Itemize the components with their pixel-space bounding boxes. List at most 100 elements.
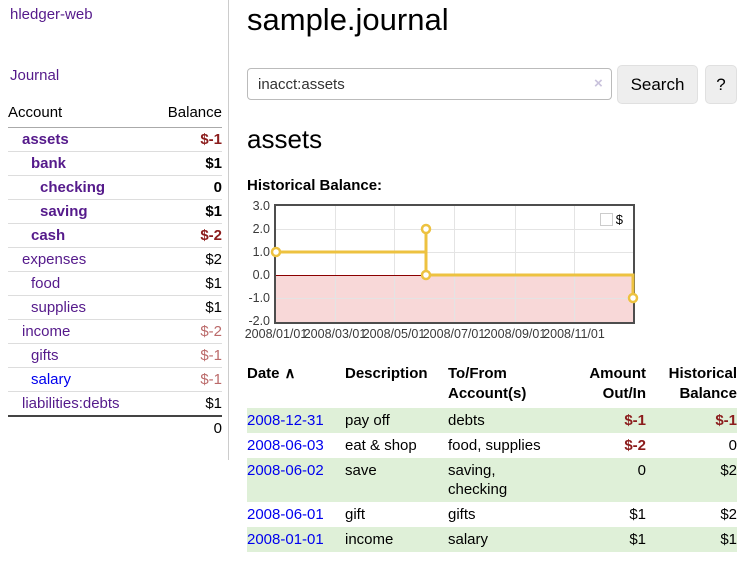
- transaction-description: income: [345, 527, 448, 552]
- account-row-supplies: supplies $1: [8, 295, 222, 320]
- search-button[interactable]: Search: [617, 65, 698, 104]
- transaction-balance: $2: [646, 458, 737, 502]
- account-balance: $1: [152, 199, 222, 224]
- accounts-table: Account Balance assets $-1 bank $1 check…: [8, 101, 222, 440]
- transaction-description: eat & shop: [345, 437, 417, 454]
- transaction-description: save: [345, 458, 448, 502]
- account-balance: $-1: [152, 343, 222, 368]
- help-button[interactable]: ?: [705, 65, 737, 104]
- account-link-gifts[interactable]: gifts: [31, 347, 59, 364]
- transaction-description: gift: [345, 506, 366, 523]
- account-row-bank: bank $1: [8, 151, 222, 176]
- account-link-food[interactable]: food: [31, 275, 61, 292]
- account-row-checking: checking 0: [8, 175, 222, 200]
- legend-label: $: [615, 212, 623, 227]
- transaction-description: pay off: [345, 408, 448, 433]
- register-row: 2008-01-01 income salary $1 $1: [247, 527, 737, 552]
- transaction-amount: $1: [629, 506, 646, 523]
- transaction-accounts: debts: [448, 408, 566, 433]
- transaction-accounts: food, supplies: [448, 437, 541, 454]
- account-row-liabilities-debts: liabilities:debts $1: [8, 391, 222, 416]
- transaction-date-link[interactable]: 2008-06-02: [247, 462, 324, 479]
- account-heading: assets: [247, 124, 323, 154]
- transaction-amount: $1: [566, 527, 646, 552]
- transaction-date-link[interactable]: 2008-06-03: [247, 437, 324, 454]
- x-tick-label: 2008/07/01: [422, 327, 486, 341]
- legend-swatch-icon: [599, 213, 613, 226]
- y-tick-label: -2.0: [248, 314, 270, 328]
- register-header-description: Description: [345, 365, 428, 382]
- account-balance: $1: [152, 295, 222, 320]
- transaction-date-link[interactable]: 2008-12-31: [247, 412, 324, 429]
- account-balance: $-2: [152, 223, 222, 248]
- account-row-assets: assets $-1: [8, 128, 222, 152]
- transaction-balance: $1: [646, 527, 737, 552]
- register-header-balance: Historical Balance: [668, 365, 737, 402]
- transaction-amount: $-1: [566, 408, 646, 433]
- register-row: 2008-06-01 gift gifts $1 $2: [247, 502, 737, 527]
- transaction-balance: 0: [728, 437, 737, 454]
- account-row-cash: cash $-2: [8, 223, 222, 248]
- register-header-row: Date ∧ Description To/From Account(s) Amo…: [247, 362, 737, 408]
- register-header-accounts: To/From Account(s): [448, 365, 527, 402]
- account-link-supplies[interactable]: supplies: [31, 299, 87, 316]
- account-balance: $-1: [200, 131, 222, 148]
- chart-legend: $: [597, 210, 625, 229]
- y-tick-label: 2.0: [252, 222, 270, 236]
- clear-search-icon[interactable]: ×: [594, 75, 603, 92]
- transaction-date-link[interactable]: 2008-01-01: [247, 531, 324, 548]
- accounts-header-row: Account Balance: [8, 101, 222, 128]
- register-row: 2008-12-31 pay off debts $-1 $-1: [247, 408, 737, 433]
- accounts-header-balance: Balance: [152, 101, 222, 128]
- sidebar-item-journal[interactable]: Journal: [10, 67, 60, 84]
- transaction-accounts: saving, checking: [448, 458, 566, 502]
- accounts-header-account: Account: [8, 101, 152, 128]
- y-tick-label: -1.0: [248, 291, 270, 305]
- date-header-label: Date: [247, 365, 280, 382]
- transaction-amount: $-2: [624, 437, 646, 454]
- account-link-assets[interactable]: assets: [22, 131, 69, 148]
- register-header-amount: Amount Out/In: [589, 365, 646, 402]
- register-row: 2008-06-03 eat & shop food, supplies $-2…: [247, 433, 737, 458]
- transaction-amount: 0: [566, 458, 646, 502]
- account-balance: $1: [152, 271, 222, 296]
- y-tick-label: 3.0: [252, 199, 270, 213]
- account-link-liabilities-debts[interactable]: liabilities:debts: [22, 395, 120, 412]
- account-row-gifts: gifts $-1: [8, 343, 222, 368]
- sort-ascending-icon: ∧: [284, 365, 296, 382]
- account-link-bank[interactable]: bank: [31, 155, 67, 172]
- x-tick-label: 2008/01/01: [244, 327, 308, 341]
- account-balance: $1: [152, 151, 222, 176]
- account-link-salary[interactable]: salary: [31, 371, 72, 388]
- account-link-cash[interactable]: cash: [31, 227, 66, 244]
- transaction-date-link[interactable]: 2008-06-01: [247, 506, 324, 523]
- page-title: sample.journal: [247, 2, 449, 37]
- account-link-income[interactable]: income: [22, 323, 71, 340]
- account-row-income: income $-2: [8, 319, 222, 344]
- account-row-expenses: expenses $2: [8, 247, 222, 272]
- account-balance: 0: [152, 175, 222, 200]
- account-link-expenses[interactable]: expenses: [22, 251, 87, 268]
- transaction-accounts: gifts: [448, 506, 476, 523]
- app-title-link[interactable]: hledger-web: [10, 6, 93, 23]
- transaction-accounts: salary: [448, 527, 566, 552]
- search-input[interactable]: [247, 68, 612, 100]
- accounts-total-balance: 0: [152, 415, 222, 440]
- account-balance: $-2: [152, 319, 222, 344]
- account-link-saving[interactable]: saving: [40, 203, 88, 220]
- register-header-date[interactable]: Date ∧: [247, 362, 345, 408]
- account-row-saving: saving $1: [8, 199, 222, 224]
- x-tick-label: 2008/11/01: [543, 327, 605, 341]
- x-tick-label: 2008/05/01: [362, 327, 426, 341]
- y-tick-label: 0.0: [252, 268, 270, 282]
- account-balance: $-1: [152, 367, 222, 392]
- account-row-salary: salary $-1: [8, 367, 222, 392]
- sidebar: hledger-web Journal Account Balance asse…: [0, 0, 229, 460]
- account-link-checking[interactable]: checking: [40, 179, 106, 196]
- accounts-total-row: 0: [8, 415, 222, 440]
- register-table: Date ∧ Description To/From Account(s) Amo…: [247, 362, 737, 552]
- transaction-balance: $-1: [646, 408, 737, 433]
- account-row-food: food $1: [8, 271, 222, 296]
- y-tick-label: 1.0: [252, 245, 270, 259]
